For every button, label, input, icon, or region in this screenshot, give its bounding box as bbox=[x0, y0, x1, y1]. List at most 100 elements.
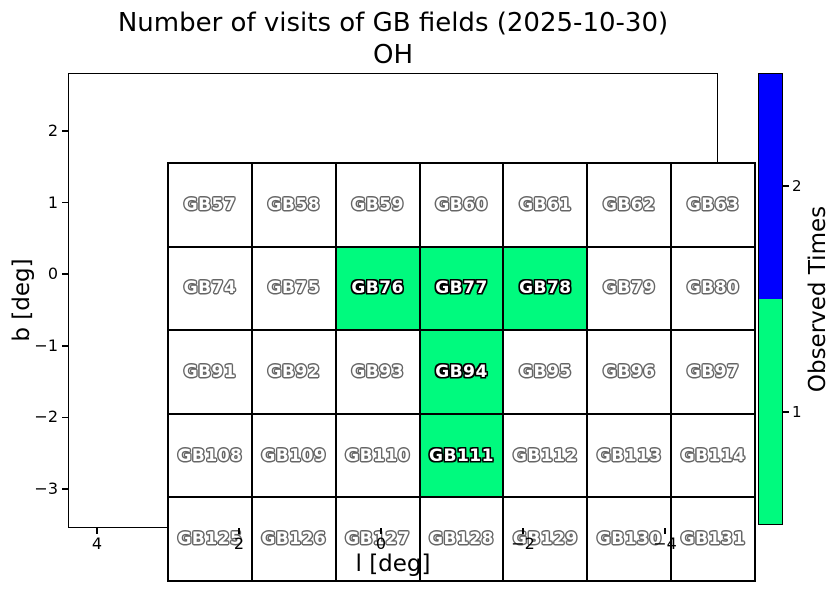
y-tick-label: 2 bbox=[47, 121, 58, 140]
grid-cell-GB75: GB75 bbox=[251, 246, 336, 331]
y-tick-mark bbox=[62, 273, 68, 275]
y-tick-label: 0 bbox=[47, 264, 58, 284]
grid-cell-label: GB92 bbox=[267, 361, 321, 382]
grid-cell-label: GB113 bbox=[596, 445, 662, 466]
grid-cell-label: GB80 bbox=[686, 278, 740, 299]
grid-cell-label: GB114 bbox=[680, 445, 746, 466]
grid-cell-label: GB59 bbox=[351, 194, 404, 215]
grid-cell-GB63: GB63 bbox=[671, 163, 755, 247]
y-tick-mark bbox=[62, 488, 68, 490]
colorbar-segment-2 bbox=[759, 74, 782, 299]
grid-cell-GB131: GB131 bbox=[671, 497, 755, 581]
grid-cell-GB62: GB62 bbox=[587, 163, 672, 247]
grid-cell-GB79: GB79 bbox=[587, 246, 672, 331]
grid-cell-label: GB60 bbox=[435, 194, 488, 215]
colorbar-tick-mark bbox=[783, 411, 789, 413]
grid-cell-GB61: GB61 bbox=[503, 163, 588, 247]
grid-cell-GB108: GB108 bbox=[168, 413, 252, 498]
grid-cell-GB93: GB93 bbox=[335, 330, 420, 414]
y-tick-label: −2 bbox=[34, 407, 58, 427]
y-tick-label: −1 bbox=[34, 335, 58, 355]
y-tick-mark bbox=[62, 416, 68, 419]
x-tick-mark bbox=[380, 528, 382, 534]
grid-cell-label: GB96 bbox=[602, 361, 656, 382]
plot-area: GB57 GB58 GB59 GB60 GB61 GB62 GB63 GB74 GB75 GB76… bbox=[68, 73, 756, 582]
grid-cell-GB95: GB95 bbox=[503, 330, 588, 414]
grid-cell-label: GB126 bbox=[261, 529, 327, 550]
colorbar bbox=[758, 73, 783, 525]
grid-cell-GB60: GB60 bbox=[419, 163, 504, 247]
grid-cell-GB112: GB112 bbox=[503, 413, 588, 498]
grid-cell-GB78: GB78 bbox=[503, 246, 588, 331]
grid-cell-label: GB93 bbox=[351, 361, 404, 382]
x-tick-label: 4 bbox=[91, 534, 103, 553]
x-tick-label: −4 bbox=[653, 534, 677, 553]
y-tick-label: −3 bbox=[34, 479, 58, 498]
grid-cell-GB74: GB74 bbox=[168, 246, 252, 331]
chart-title: Number of visits of GB fields (2025-10-3… bbox=[68, 7, 718, 71]
grid-cell-label: GB125 bbox=[177, 529, 243, 550]
colorbar-tick-mark bbox=[783, 185, 789, 187]
grid-cell-GB129: GB129 bbox=[503, 497, 588, 581]
field-grid: GB57 GB58 GB59 GB60 GB61 GB62 GB63 GB74 GB75 GB76… bbox=[167, 162, 756, 582]
grid-cell-GB128: GB128 bbox=[419, 497, 504, 581]
x-axis-label: l [deg] bbox=[355, 551, 431, 577]
colorbar-axis-label: Observed Times bbox=[805, 205, 831, 393]
grid-cell-GB114: GB114 bbox=[671, 413, 755, 498]
grid-cell-label: GB109 bbox=[261, 445, 327, 466]
grid-cell-label: GB76 bbox=[351, 278, 404, 299]
grid-cell-GB57: GB57 bbox=[168, 163, 252, 247]
x-tick-label: 2 bbox=[233, 534, 245, 553]
grid-cell-GB58: GB58 bbox=[251, 163, 336, 247]
x-tick-label: 0 bbox=[375, 534, 387, 553]
grid-cell-label: GB77 bbox=[435, 278, 488, 299]
grid-cell-label: GB112 bbox=[512, 445, 578, 466]
grid-cell-label: GB127 bbox=[345, 529, 411, 550]
grid-cell-GB130: GB130 bbox=[587, 497, 672, 581]
grid-cell-GB113: GB113 bbox=[587, 413, 672, 498]
grid-cell-label: GB130 bbox=[596, 529, 662, 550]
x-tick-mark bbox=[664, 528, 666, 534]
y-tick-mark bbox=[62, 130, 68, 132]
x-tick-label: −2 bbox=[511, 534, 535, 553]
grid-cell-GB91: GB91 bbox=[168, 330, 252, 414]
y-axis-label: b [deg] bbox=[9, 258, 35, 342]
grid-cell-label: GB97 bbox=[686, 361, 740, 382]
grid-cell-label: GB110 bbox=[345, 445, 411, 466]
grid-cell-GB111: GB111 bbox=[419, 413, 504, 498]
grid-cell-GB94: GB94 bbox=[419, 330, 504, 414]
grid-cell-label: GB78 bbox=[519, 278, 572, 299]
grid-cell-GB80: GB80 bbox=[671, 246, 755, 331]
grid-cell-GB109: GB109 bbox=[251, 413, 336, 498]
grid-cell-label: GB61 bbox=[519, 194, 572, 215]
grid-cell-label: GB129 bbox=[512, 529, 578, 550]
grid-cell-label: GB91 bbox=[183, 361, 237, 382]
grid-cell-GB125: GB125 bbox=[168, 497, 252, 581]
grid-cell-GB110: GB110 bbox=[335, 413, 420, 498]
chart-title-line1: Number of visits of GB fields (2025-10-3… bbox=[117, 8, 669, 38]
grid-cell-label: GB108 bbox=[177, 445, 243, 466]
grid-cell-label: GB74 bbox=[183, 278, 237, 299]
x-tick-mark bbox=[96, 528, 98, 534]
grid-cell-GB92: GB92 bbox=[251, 330, 336, 414]
y-tick-mark bbox=[62, 345, 68, 347]
colorbar-tick-label-2: 2 bbox=[792, 177, 802, 195]
x-tick-mark bbox=[522, 528, 524, 534]
grid-cell-label: GB62 bbox=[602, 194, 656, 215]
grid-cell-GB126: GB126 bbox=[251, 497, 336, 581]
x-tick-mark bbox=[238, 528, 240, 534]
grid-cell-GB96: GB96 bbox=[587, 330, 672, 414]
colorbar-tick-label-1: 1 bbox=[792, 403, 802, 421]
grid-cell-label: GB94 bbox=[435, 361, 488, 382]
grid-cell-label: GB63 bbox=[686, 194, 740, 215]
grid-cell-label: GB58 bbox=[267, 194, 321, 215]
grid-cell-GB77: GB77 bbox=[419, 246, 504, 331]
grid-cell-GB76: GB76 bbox=[335, 246, 420, 331]
grid-cell-label: GB79 bbox=[602, 278, 656, 299]
grid-cell-label: GB95 bbox=[519, 361, 572, 382]
grid-cell-label: GB131 bbox=[680, 529, 746, 550]
grid-cell-label: GB75 bbox=[267, 278, 321, 299]
grid-cell-GB127: GB127 bbox=[335, 497, 420, 581]
grid-cell-label: GB57 bbox=[183, 194, 237, 215]
